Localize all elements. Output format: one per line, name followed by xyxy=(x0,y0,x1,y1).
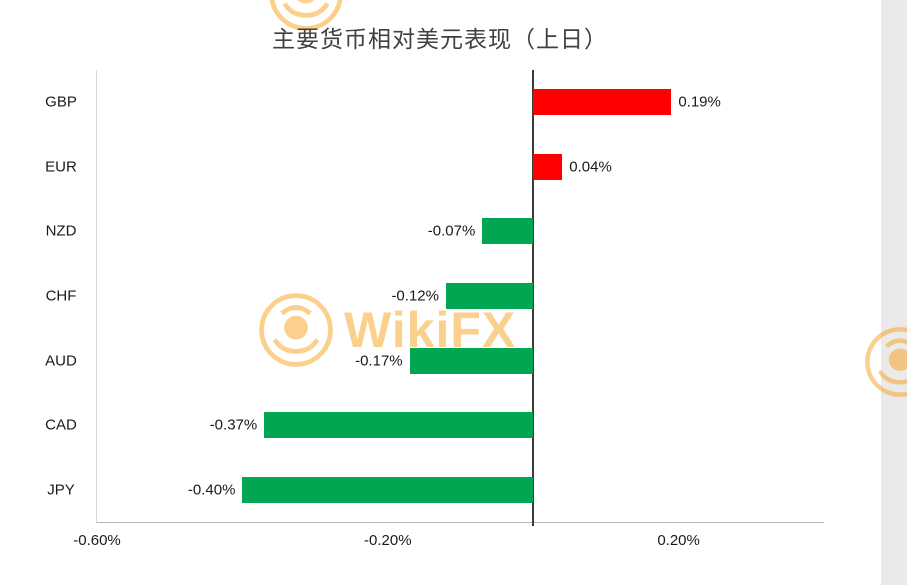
value-label: -0.12% xyxy=(391,287,439,305)
background-strip xyxy=(881,0,907,585)
category-label: AUD xyxy=(45,352,77,370)
bar-jpy xyxy=(242,476,534,503)
bar-row: CAD -0.37% xyxy=(45,393,824,458)
bar-row: EUR 0.04% xyxy=(45,135,824,200)
bar-cad xyxy=(264,412,534,439)
category-label: EUR xyxy=(45,158,77,176)
plot-area: -0.60% -0.20% 0.20% GBP 0.19% EUR 0.04% NZD -0.… xyxy=(45,70,824,549)
category-label: JPY xyxy=(47,481,75,499)
value-label: -0.17% xyxy=(355,352,403,370)
value-label: -0.37% xyxy=(209,416,258,434)
bar-chf xyxy=(445,282,534,309)
category-label: CHF xyxy=(45,287,77,305)
x-tick-label: -0.20% xyxy=(364,532,412,549)
bar-eur xyxy=(533,153,563,180)
bar-row: NZD -0.07% xyxy=(46,199,824,264)
x-tick-label: -0.60% xyxy=(73,532,121,549)
bar-gbp xyxy=(533,89,672,116)
zero-axis-line xyxy=(532,70,535,526)
value-label: -0.07% xyxy=(427,222,476,240)
chart-title: 主要货币相对美元表现（上日） xyxy=(272,26,608,52)
category-label: CAD xyxy=(45,416,77,434)
bar-row: AUD -0.17% xyxy=(45,328,824,393)
bar-row: JPY -0.40% xyxy=(47,457,824,522)
category-label: NZD xyxy=(45,222,77,240)
bar-row: GBP 0.19% xyxy=(45,70,824,135)
value-label: -0.40% xyxy=(187,481,236,499)
bar-aud xyxy=(409,347,534,374)
value-label: 0.19% xyxy=(678,93,721,111)
x-axis: -0.60% -0.20% 0.20% xyxy=(73,532,824,554)
x-tick-label: 0.20% xyxy=(657,532,700,549)
bar-nzd xyxy=(482,218,534,245)
category-label: GBP xyxy=(45,93,77,111)
value-label: 0.04% xyxy=(569,158,612,176)
bar-row: CHF -0.12% xyxy=(46,264,824,329)
